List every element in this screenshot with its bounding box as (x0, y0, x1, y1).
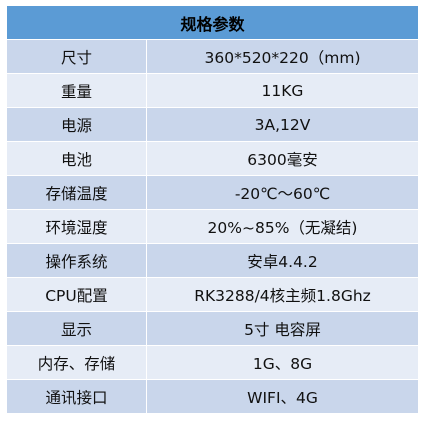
row-label: 电池 (6, 141, 147, 176)
row-label: 显示 (6, 311, 147, 346)
row-label: 重量 (6, 73, 147, 108)
row-label: 环境湿度 (6, 209, 147, 244)
table-row-size: 尺寸 360*520*220（mm) (6, 39, 420, 74)
table-row-storage-temp: 存储温度 -20℃～60℃ (6, 175, 420, 210)
table-row-power: 电源 3A,12V (6, 107, 420, 142)
row-value: 11KG (145, 73, 420, 108)
row-label: 电源 (6, 107, 147, 142)
table-title: 规格参数 (5, 5, 420, 40)
table-header-row: 规格参数 (5, 5, 420, 40)
row-label: CPU配置 (6, 277, 147, 312)
row-label: 操作系统 (6, 243, 147, 278)
row-label: 内存、存储 (6, 345, 147, 380)
row-label: 存储温度 (6, 175, 147, 210)
row-value: 3A,12V (145, 107, 420, 142)
table-row-os: 操作系统 安卓4.4.2 (6, 243, 420, 278)
table-row-battery: 电池 6300毫安 (6, 141, 420, 176)
row-label: 尺寸 (6, 39, 147, 74)
table-row-interface: 通讯接口 WIFI、4G (6, 379, 420, 414)
row-value: 5寸 电容屏 (145, 311, 420, 346)
row-value: 1G、8G (145, 345, 420, 380)
row-value: 安卓4.4.2 (145, 243, 420, 278)
row-label: 通讯接口 (6, 379, 147, 414)
row-value: RK3288/4核主频1.8Ghz (145, 277, 420, 312)
row-value: 20%~85%（无凝结) (145, 209, 420, 244)
table-row-cpu: CPU配置 RK3288/4核主频1.8Ghz (6, 277, 420, 312)
row-value: 6300毫安 (145, 141, 420, 176)
table-row-weight: 重量 11KG (6, 73, 420, 108)
table-row-display: 显示 5寸 电容屏 (6, 311, 420, 346)
row-value: -20℃～60℃ (145, 175, 420, 210)
spec-table: 规格参数 尺寸 360*520*220（mm) 重量 11KG 电源 3A,12… (5, 5, 420, 414)
table-row-memory: 内存、存储 1G、8G (6, 345, 420, 380)
row-value: 360*520*220（mm) (145, 39, 420, 74)
row-value: WIFI、4G (145, 379, 420, 414)
table-row-humidity: 环境湿度 20%~85%（无凝结) (6, 209, 420, 244)
